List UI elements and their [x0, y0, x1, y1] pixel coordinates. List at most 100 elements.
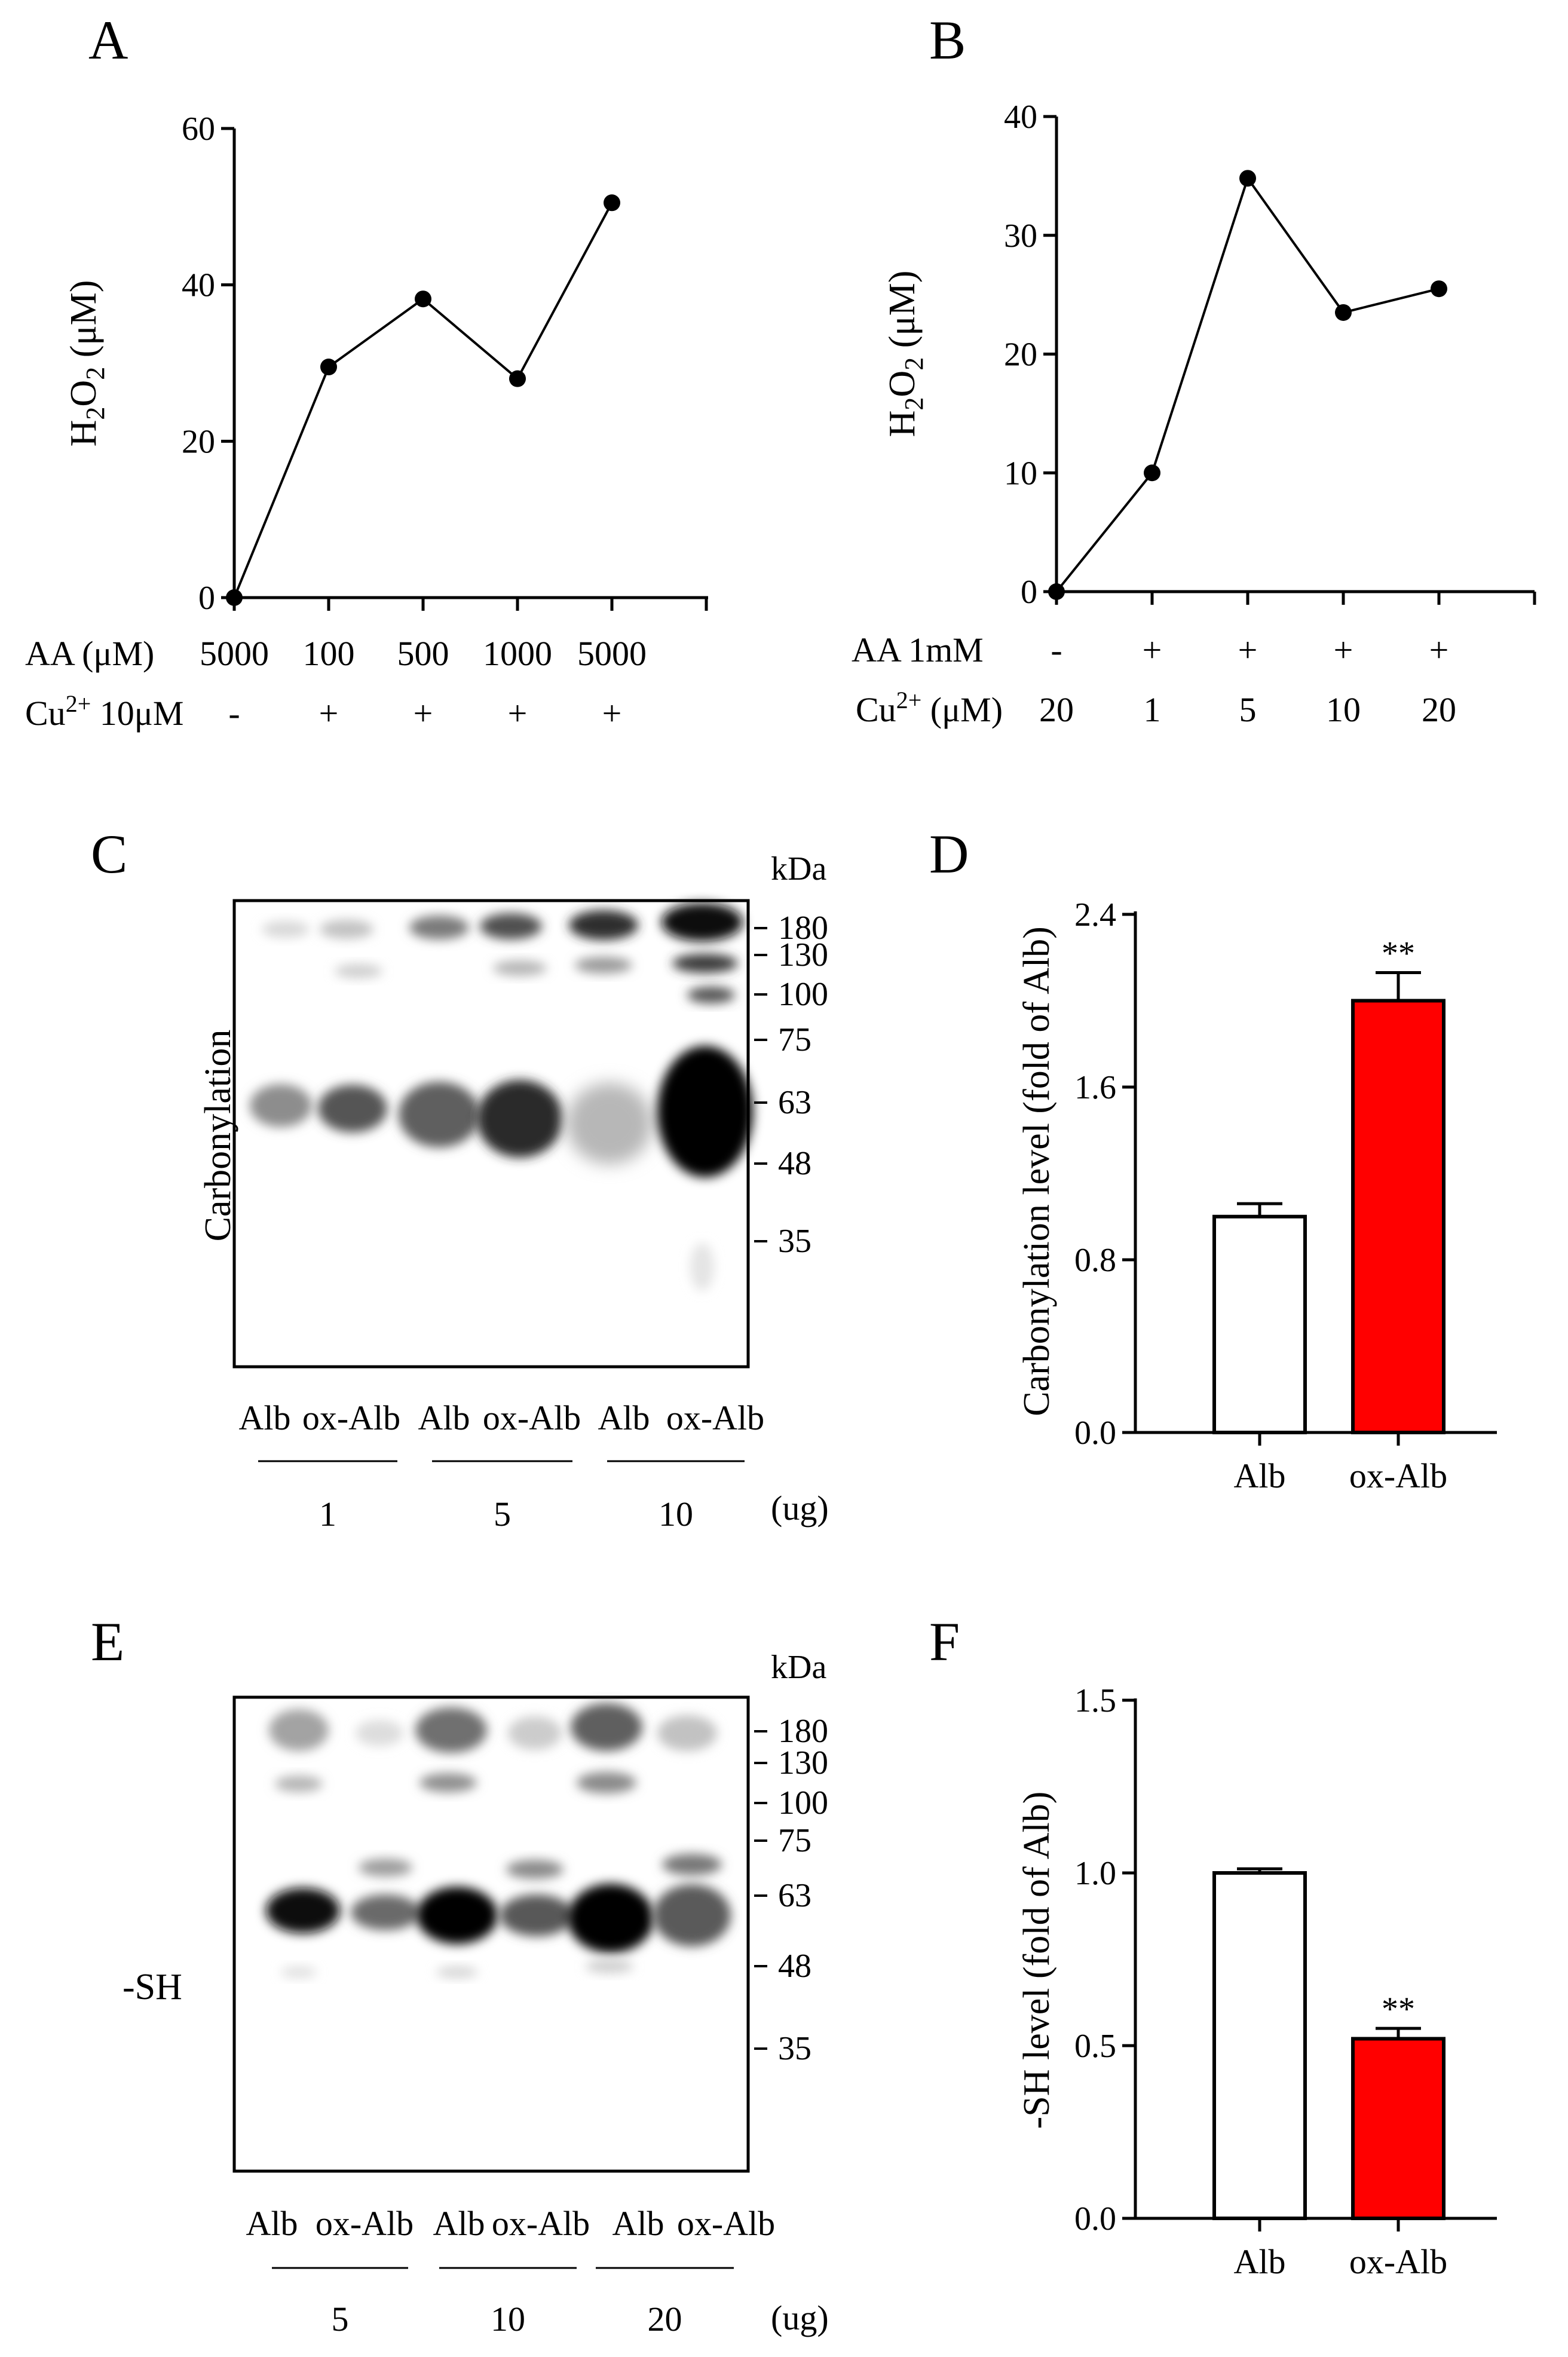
a-y-tick-label: 40: [182, 267, 215, 304]
b-y-tick-label: 20: [1004, 336, 1037, 374]
b-row2-value: 20: [1039, 690, 1074, 729]
e-lane-label: ox-Alb: [316, 2204, 414, 2243]
d-y-tick-label: 0.0: [1074, 1415, 1116, 1452]
b-row2-value: 5: [1239, 690, 1257, 729]
panel-e-blot-label: -SH: [122, 1967, 182, 2007]
a-row1-value: 5000: [200, 634, 269, 673]
panel-f-y-axis-title: -SH level (fold of Alb): [1016, 1792, 1057, 2129]
panel-a-row1-label: AA (μM): [25, 634, 154, 673]
e-lane-label: ox-Alb: [677, 2204, 775, 2243]
a-data-point: [320, 359, 337, 376]
f-bar-ox-alb: [1351, 2037, 1446, 2220]
c-lane-label: ox-Alb: [483, 1398, 581, 1437]
c-marker-label: 48: [778, 1145, 811, 1182]
a-y-tick-label: 20: [182, 423, 215, 460]
a-row2-value: +: [319, 694, 339, 733]
e-lane-label: Alb: [246, 2204, 298, 2243]
b-row1-value: -: [1051, 630, 1062, 669]
b-series-line: [1055, 175, 1440, 593]
c-group-label: 1: [319, 1495, 336, 1533]
a-data-point: [415, 290, 431, 308]
a-y-tick-label: 0: [198, 580, 215, 617]
c-marker-label: 130: [778, 936, 828, 974]
panel-label-f: F: [929, 1611, 960, 1672]
a-y-tick-label: 60: [182, 111, 215, 148]
panel-b-y-axis-title: H2O2 (μM): [882, 271, 929, 437]
e-lane-label: Alb: [433, 2204, 485, 2243]
e-marker-label: 130: [778, 1744, 828, 1781]
a-row1-value: 100: [303, 634, 355, 673]
f-category-label: Alb: [1234, 2242, 1286, 2281]
a-row1-value: 500: [397, 634, 449, 673]
e-marker-label: 75: [778, 1822, 811, 1859]
d-bar-ox-alb: [1351, 999, 1446, 1434]
e-marker-label: 63: [778, 1877, 811, 1914]
d-category-label: ox-Alb: [1349, 1456, 1447, 1495]
b-data-point: [1431, 280, 1447, 298]
b-data-point: [1239, 170, 1256, 187]
c-marker-label: 35: [778, 1223, 811, 1260]
b-row2-value: 20: [1422, 690, 1456, 729]
panel-c-blot-image: [232, 899, 753, 1369]
b-y-tick-label: 0: [1021, 574, 1037, 611]
b-row2-value: 1: [1144, 690, 1161, 729]
c-lane-label: ox-Alb: [666, 1398, 764, 1437]
panel-d-y-axis-title: Carbonylation level (fold of Alb): [1016, 926, 1057, 1416]
c-group-label: 5: [494, 1495, 511, 1533]
b-row1-value: +: [1238, 630, 1258, 669]
panel-a-chart: 0 20 40 60 H2O2 (μM) AA (μM) Cu2+ 10μM 5000…: [25, 111, 708, 733]
panel-c-unit: (ug): [771, 1489, 829, 1528]
panel-d-chart: 0.0 0.8 1.6 2.4 Alb ox-Alb ** Carbonylation l…: [1016, 896, 1497, 1495]
c-marker-label: 75: [778, 1021, 811, 1058]
b-y-tick-label: 40: [1004, 99, 1037, 136]
a-row2-value: +: [602, 694, 622, 733]
a-row1-value: 1000: [483, 634, 552, 673]
panel-label-b: B: [929, 10, 966, 71]
a-row2-value: +: [508, 694, 528, 733]
panel-b-row1-label: AA 1mM: [852, 630, 984, 669]
b-row1-value: +: [1334, 630, 1353, 669]
b-data-point: [1335, 304, 1352, 321]
f-significance: **: [1382, 1991, 1415, 2028]
c-group-label: 10: [659, 1495, 693, 1533]
panel-c-kda-label: kDa: [771, 850, 826, 887]
panel-b-chart: 0 10 20 30 40 H2O2 (μM) AA 1mM Cu2+ (μM) - + +…: [852, 99, 1536, 729]
panel-a-row2-label: Cu2+ 10μM: [25, 690, 183, 733]
f-y-tick-label: 0.0: [1074, 2200, 1116, 2237]
b-data-point: [1144, 464, 1160, 482]
f-bar-alb: [1212, 1871, 1307, 2220]
e-marker-label: 180: [778, 1713, 828, 1750]
panel-e-kda-label: kDa: [771, 1649, 826, 1686]
a-data-point: [226, 589, 243, 606]
b-y-tick-label: 10: [1004, 455, 1037, 492]
e-group-label: 10: [491, 2300, 525, 2338]
c-marker-label: 63: [778, 1084, 811, 1121]
d-y-tick-label: 1.6: [1074, 1069, 1116, 1106]
panel-label-e: E: [91, 1611, 124, 1672]
c-lane-label: Alb: [418, 1398, 470, 1437]
e-marker-label: 35: [778, 2030, 811, 2067]
e-group-label: 20: [648, 2300, 682, 2338]
b-row2-value: 10: [1326, 690, 1361, 729]
panel-e-blot-image: [232, 1695, 750, 2173]
e-lane-label: Alb: [612, 2204, 664, 2243]
d-bar-alb: [1212, 1214, 1307, 1434]
a-data-point: [509, 370, 526, 387]
a-data-point: [604, 194, 620, 212]
b-row1-value: +: [1143, 630, 1162, 669]
a-series-line: [233, 202, 613, 598]
b-data-point: [1048, 583, 1065, 600]
f-category-label: ox-Alb: [1349, 2242, 1447, 2281]
c-lane-label: Alb: [239, 1398, 291, 1437]
f-y-tick-label: 0.5: [1074, 2028, 1116, 2065]
b-row1-value: +: [1429, 630, 1449, 669]
e-marker-label: 48: [778, 1948, 811, 1985]
panel-label-d: D: [929, 824, 969, 884]
a-row1-value: 5000: [577, 634, 647, 673]
c-lane-label: Alb: [598, 1398, 650, 1437]
a-row2-value: +: [414, 694, 433, 733]
a-row2-value: -: [228, 694, 240, 733]
panel-f-chart: 0.0 0.5 1.0 1.5 Alb ox-Alb ** -SH level (fold…: [1016, 1682, 1497, 2281]
